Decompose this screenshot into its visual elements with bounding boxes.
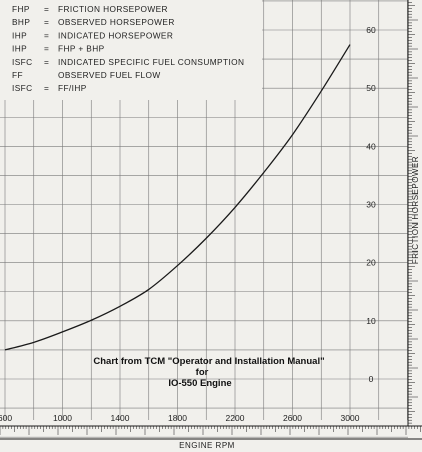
x-tick-label: 1400	[111, 413, 130, 423]
x-tick-label: 2600	[283, 413, 302, 423]
y-axis-label: FRICTION HORSEPOWER	[411, 156, 420, 264]
legend-abbr: ISFC	[12, 57, 33, 67]
legend-abbr: BHP	[12, 17, 30, 27]
legend-definition: FHP + BHP	[58, 44, 105, 54]
x-tick-label: 3000	[341, 413, 360, 423]
legend-separator: =	[44, 83, 49, 93]
note-line-1: Chart from TCM "Operator and Installatio…	[93, 356, 324, 367]
x-axis-label: ENGINE RPM	[179, 441, 235, 450]
abbreviation-legend: FHP = FRICTION HORSEPOWER BHP = OBSERVED HORS…	[0, 0, 262, 100]
legend-separator: =	[44, 4, 49, 14]
y-tick-label: 10	[366, 316, 376, 326]
legend-definition: OBSERVED HORSEPOWER	[58, 17, 175, 27]
source-note: Chart from TCM "Operator and Installatio…	[93, 356, 324, 389]
x-tick-label: 2200	[226, 413, 245, 423]
y-tick-label: 40	[366, 141, 376, 151]
y-tick-label: 0	[369, 374, 374, 384]
legend-abbr: ISFC	[12, 83, 33, 93]
x-tick-label: 1000	[53, 413, 72, 423]
y-tick-label: 30	[366, 200, 376, 210]
y-tick-label: 20	[366, 258, 376, 268]
legend-abbr: IHP	[12, 44, 27, 54]
legend-definition: FRICTION HORSEPOWER	[58, 4, 168, 14]
x-tick-label: 1800	[168, 413, 187, 423]
note-line-2: for	[196, 367, 209, 378]
legend-definition: OBSERVED FUEL FLOW	[58, 70, 161, 80]
legend-separator: =	[44, 30, 49, 40]
legend-definition: INDICATED HORSEPOWER	[58, 30, 173, 40]
y-tick-label: 60	[366, 25, 376, 35]
y-tick-label: 50	[366, 83, 376, 93]
legend-abbr: FF	[12, 70, 23, 80]
legend-definition: FF/IHP	[58, 83, 87, 93]
legend-separator: =	[44, 17, 49, 27]
legend-definition: INDICATED SPECIFIC FUEL CONSUMPTION	[58, 57, 244, 67]
series-line	[4, 44, 351, 351]
legend-abbr: IHP	[12, 30, 27, 40]
legend-separator: =	[44, 44, 49, 54]
legend-background	[0, 0, 262, 100]
series-layer	[4, 44, 351, 351]
legend-abbr: FHP	[12, 4, 30, 14]
tick-labels: 600 1000 1400 1800 2200 2600 3000 0 10 20 30 40 50 60	[0, 25, 376, 423]
note-line-3: IO-550 Engine	[168, 378, 231, 389]
ruler-scales	[0, 0, 422, 440]
legend-separator: =	[44, 57, 49, 67]
x-tick-label: 600	[0, 413, 12, 423]
